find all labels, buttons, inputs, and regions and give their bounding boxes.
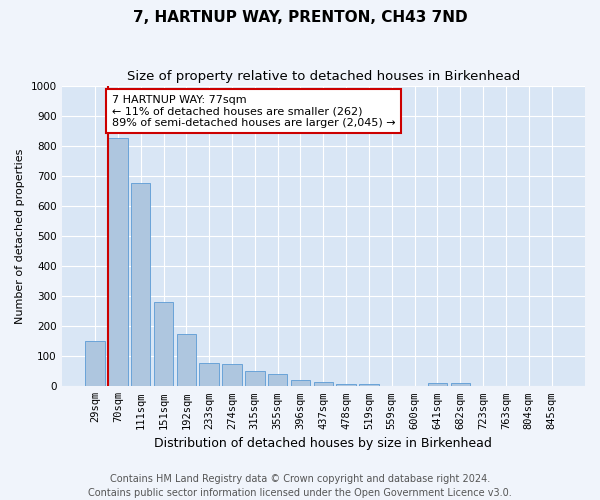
Bar (245, 370, 265, 386)
Bar (131, 184, 151, 386)
Bar (176, 334, 196, 386)
Bar (108, 138, 128, 386)
Bar (222, 364, 242, 386)
Bar (451, 384, 470, 386)
Bar (85, 341, 105, 386)
Bar (359, 384, 379, 386)
Text: Contains HM Land Registry data © Crown copyright and database right 2024.
Contai: Contains HM Land Registry data © Crown c… (88, 474, 512, 498)
Title: Size of property relative to detached houses in Birkenhead: Size of property relative to detached ho… (127, 70, 520, 83)
X-axis label: Distribution of detached houses by size in Birkenhead: Distribution of detached houses by size … (154, 437, 492, 450)
Bar (268, 374, 287, 386)
Bar (337, 384, 356, 386)
Bar (199, 363, 219, 386)
Text: 7 HARTNUP WAY: 77sqm
← 11% of detached houses are smaller (262)
89% of semi-deta: 7 HARTNUP WAY: 77sqm ← 11% of detached h… (112, 94, 395, 128)
Bar (154, 302, 173, 386)
Y-axis label: Number of detached properties: Number of detached properties (15, 148, 25, 324)
Bar (428, 384, 447, 386)
Text: 7, HARTNUP WAY, PRENTON, CH43 7ND: 7, HARTNUP WAY, PRENTON, CH43 7ND (133, 10, 467, 25)
Bar (314, 382, 333, 386)
Bar (291, 380, 310, 386)
